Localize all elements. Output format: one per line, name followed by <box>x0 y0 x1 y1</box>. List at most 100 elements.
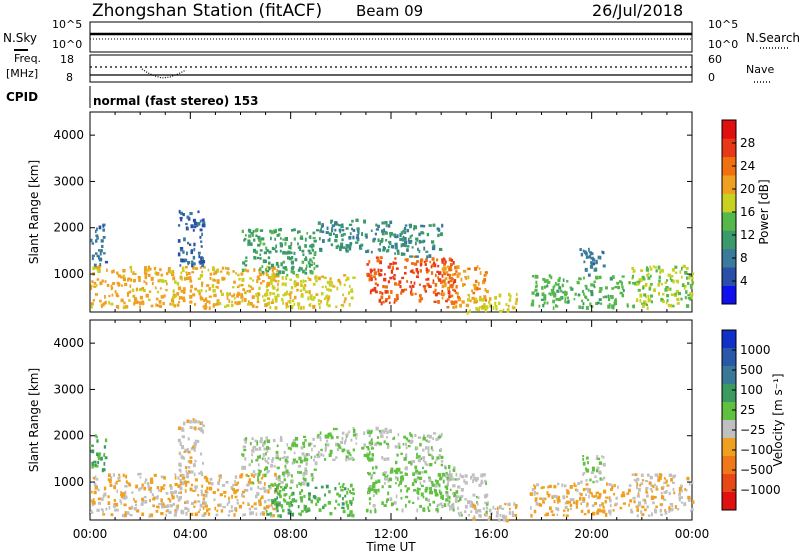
echo-region <box>177 209 206 268</box>
date-label: 26/Jul/2018 <box>592 1 683 20</box>
colorbar-tick-label: 100 <box>740 383 763 397</box>
velocity-y-axis-label: Slant Range [km] <box>27 368 41 472</box>
y-tick-label: 2000 <box>53 221 84 235</box>
nsearch-tick-top: 10^5 <box>708 18 738 31</box>
velocity-axes: 1000 2000 3000 4000 <box>53 320 693 520</box>
colorbar-tick-label: 4 <box>740 274 748 288</box>
colorbar-swatch <box>722 285 736 305</box>
freq-dip-scatter <box>141 68 187 79</box>
colorbar-tick-label: 20 <box>740 182 755 196</box>
colorbar-swatch <box>722 230 736 250</box>
power-echo-layer <box>90 209 695 315</box>
colorbar-frame <box>721 329 737 511</box>
echo-region <box>630 473 695 518</box>
x-tick-label: 00:00 <box>73 527 108 541</box>
nsearch-label: N.Search <box>746 31 800 45</box>
colorbar-swatch <box>722 456 736 475</box>
freq-label-line1: Freq. <box>14 52 41 65</box>
power-panel: 1000 2000 3000 4000 Slant Range [km] 4 8 12 16… <box>27 111 771 315</box>
y-tick-label: 4000 <box>53 336 84 350</box>
freq-tick-top: 18 <box>60 53 74 66</box>
echo-region <box>265 274 356 310</box>
nave-tick-top: 60 <box>708 53 722 66</box>
colorbar-swatch <box>722 420 736 439</box>
colorbar-tick-label: 28 <box>740 136 755 150</box>
x-axis-ticklabels: 00:00 04:00 08:00 12:00 16:00 20:00 00:00 <box>73 527 710 541</box>
colorbar-tick-label: 500 <box>740 363 763 377</box>
echo-region <box>241 435 318 486</box>
colorbar-swatch <box>722 248 736 268</box>
nsky-tick-bottom: 10^0 <box>52 38 82 51</box>
colorbar-tick-label: 25 <box>740 403 755 417</box>
colorbar-tick-label: −25 <box>740 423 765 437</box>
colorbar-tick-label: −1000 <box>740 483 781 497</box>
colorbar-swatch <box>722 474 736 493</box>
cpid-text: normal (fast stereo) 153 <box>93 94 259 108</box>
echo-region <box>241 227 319 277</box>
x-tick-label: 08:00 <box>273 527 308 541</box>
colorbar-tick-label: 8 <box>740 251 748 265</box>
colorbar-tick-label: 1000 <box>740 343 771 357</box>
freq-tick-bottom: 8 <box>66 71 73 84</box>
echo-region <box>529 482 633 518</box>
station-title: Zhongshan Station (fitACF) <box>92 1 322 21</box>
power-colorbar-label: Power [dB] <box>757 179 771 244</box>
colorbar-swatch <box>722 212 736 231</box>
echo-region <box>366 255 457 306</box>
echo-region <box>631 264 695 310</box>
colorbar-swatch <box>722 330 736 349</box>
echo-region <box>365 463 457 514</box>
y-tick-label: 2000 <box>53 429 84 443</box>
colorbar-swatch <box>722 156 736 176</box>
nsky-panel: N.Sky 10^5 10^0 10^5 10^0 N.Search <box>3 18 800 53</box>
echo-region <box>90 265 280 311</box>
echo-region <box>265 482 355 518</box>
x-tick-label: 20:00 <box>574 527 609 541</box>
x-tick-label: 12:00 <box>374 527 409 541</box>
y-tick-label: 3000 <box>53 174 84 188</box>
power-y-axis-label: Slant Range [km] <box>27 160 41 264</box>
freq-panel: Freq. [MHz] 18 8 60 0 Nave <box>6 52 774 84</box>
power-colorbar: 4 8 12 16 20 24 28 <box>721 119 755 305</box>
y-tick-label: 1000 <box>53 475 84 489</box>
echo-region <box>177 418 206 477</box>
echo-region <box>579 247 606 277</box>
colorbar-swatch <box>722 366 736 385</box>
colorbar-swatch <box>722 267 736 286</box>
echo-region <box>391 223 444 259</box>
x-axis-label: Time UT <box>365 540 416 554</box>
nsearch-tick-bottom: 10^0 <box>708 38 738 51</box>
colorbar-swatch <box>722 138 736 158</box>
velocity-echo-layer <box>90 418 695 523</box>
y-tick-label: 4000 <box>53 128 84 142</box>
colorbar-swatch <box>722 438 736 457</box>
colorbar-tick-label: −100 <box>740 443 773 457</box>
y-tick-label: 1000 <box>53 267 84 281</box>
nave-tick-bottom: 0 <box>708 71 715 84</box>
colorbar-tick-label: −500 <box>740 463 773 477</box>
echo-region <box>316 218 394 254</box>
nsky-tick-top: 10^5 <box>52 18 82 31</box>
colorbar-swatch <box>722 402 736 421</box>
colorbar-swatch <box>722 348 736 367</box>
x-tick-label: 04:00 <box>173 527 208 541</box>
colorbar-swatch <box>722 120 736 139</box>
cpid-label: CPID <box>6 90 38 104</box>
echo-region <box>90 223 109 267</box>
colorbar-swatch <box>722 193 736 213</box>
power-axes: 1000 2000 3000 4000 <box>53 112 693 312</box>
y-tick-label: 3000 <box>53 382 84 396</box>
beam-label: Beam 09 <box>356 2 423 20</box>
echo-region <box>580 455 606 484</box>
velocity-colorbar-label: Velocity [m s⁻¹] <box>771 373 785 466</box>
colorbar-swatch <box>722 492 736 511</box>
echo-region <box>316 426 393 462</box>
velocity-panel: 1000 2000 3000 4000 Slant Range [km] 1000 50… <box>27 319 785 523</box>
echo-region <box>90 434 108 473</box>
echo-region <box>466 292 518 315</box>
colorbar-tick-label: 16 <box>740 205 755 219</box>
nave-label: Nave <box>746 63 774 76</box>
colorbar-swatch <box>722 175 736 194</box>
x-tick-label: 16:00 <box>474 527 509 541</box>
